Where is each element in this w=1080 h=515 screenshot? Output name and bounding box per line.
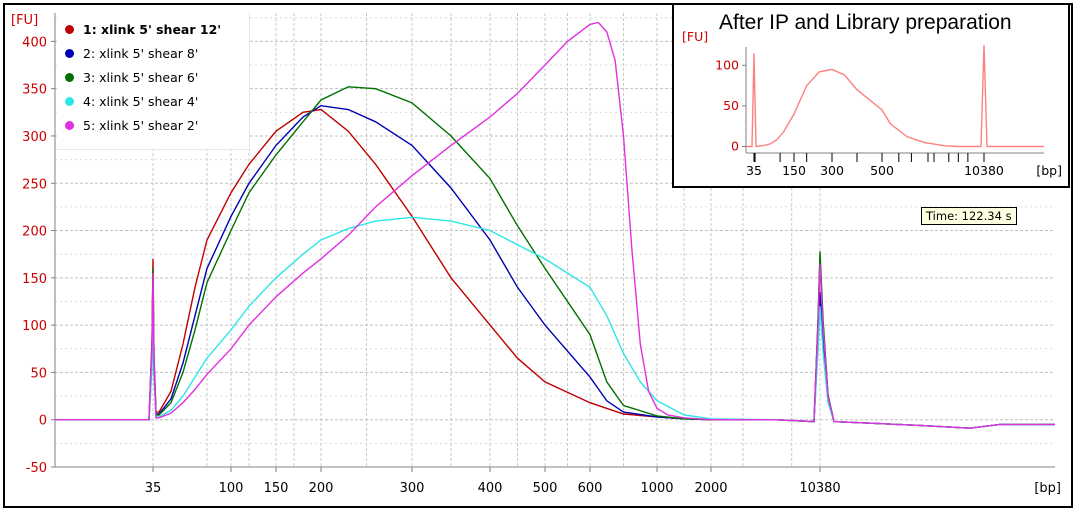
series-line-4 xyxy=(55,216,1055,429)
y-tick-label: 0 xyxy=(39,414,47,429)
y-tick-label: 300 xyxy=(22,130,47,145)
chart-legend: 1: xlink 5' shear 12' 2: xlink 5' shear … xyxy=(57,13,250,150)
time-tooltip: Time: 122.34 s xyxy=(921,207,1017,225)
x-tick-label: 500 xyxy=(533,481,558,496)
legend-item-1[interactable]: 1: xlink 5' shear 12' xyxy=(65,19,221,39)
inset-y-label: [FU] xyxy=(682,29,708,44)
x-tick-label: 300 xyxy=(400,481,425,496)
y-axis-label: [FU] xyxy=(11,13,38,28)
x-axis-label: [bp] xyxy=(1034,481,1061,496)
legend-label: 5: xlink 5' shear 2' xyxy=(83,117,199,133)
inset-x-tick-label: 10380 xyxy=(964,163,1004,178)
x-tick-label: 200 xyxy=(309,481,334,496)
series-line-2 xyxy=(55,104,1055,429)
inset-chart-panel: After IP and Library preparation [FU] 0 50… xyxy=(672,3,1070,188)
legend-color-dot xyxy=(65,24,74,34)
inset-x-axis-label: [bp] xyxy=(1036,163,1062,178)
y-tick-label: 100 xyxy=(22,319,47,334)
inset-y-tick-label: 50 xyxy=(723,98,739,113)
y-tick-label: -50 xyxy=(26,461,47,476)
inset-y-tick-label: 0 xyxy=(731,139,739,154)
y-tick-label: 200 xyxy=(22,225,47,240)
legend-label: 1: xlink 5' shear 12' xyxy=(83,21,222,37)
x-tick-label: 35 xyxy=(145,481,162,496)
x-tick-label: 400 xyxy=(478,481,503,496)
legend-item-3[interactable]: 3: xlink 5' shear 6' xyxy=(65,67,198,87)
x-tick-label: 150 xyxy=(264,481,289,496)
legend-label: 4: xlink 5' shear 4' xyxy=(83,93,199,109)
series-line-5 xyxy=(55,21,1055,429)
x-tick-label: 1000 xyxy=(640,481,673,496)
inset-chart: [FU] 0 50 100 35 150 300 500 10380 [bp] xyxy=(682,29,1062,178)
legend-label: 2: xlink 5' shear 8' xyxy=(83,45,199,61)
legend-color-dot xyxy=(65,120,74,130)
inset-x-tick-label: 150 xyxy=(782,163,806,178)
inset-series-line xyxy=(746,44,1044,148)
legend-color-dot xyxy=(65,48,74,58)
y-tick-label: 350 xyxy=(22,83,47,98)
y-tick-label: 150 xyxy=(22,272,47,287)
y-tick-label: 250 xyxy=(22,177,47,192)
legend-item-4[interactable]: 4: xlink 5' shear 4' xyxy=(65,91,198,111)
inset-x-tick-label: 35 xyxy=(746,163,762,178)
legend-item-5[interactable]: 5: xlink 5' shear 2' xyxy=(65,115,198,135)
inset-x-tick-label: 300 xyxy=(820,163,844,178)
legend-label: 3: xlink 5' shear 6' xyxy=(83,69,199,85)
inset-title: After IP and Library preparation xyxy=(719,11,1012,34)
x-tick-label: 10380 xyxy=(799,481,840,496)
x-tick-label: 2000 xyxy=(694,481,727,496)
legend-color-dot xyxy=(65,96,74,106)
legend-item-2[interactable]: 2: xlink 5' shear 8' xyxy=(65,43,198,63)
x-tick-label: 600 xyxy=(578,481,603,496)
y-tick-label: 400 xyxy=(22,35,47,50)
y-tick-label: 50 xyxy=(30,366,47,381)
inset-x-tick-label: 500 xyxy=(870,163,894,178)
x-tick-label: 100 xyxy=(219,481,244,496)
inset-y-tick-label: 100 xyxy=(715,57,739,72)
legend-color-dot xyxy=(65,72,74,82)
